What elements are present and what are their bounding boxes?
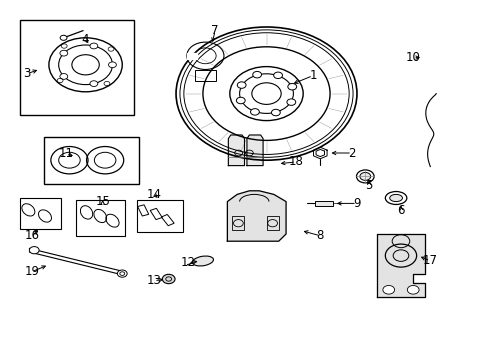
Bar bbox=[20, 20, 134, 115]
Circle shape bbox=[287, 84, 296, 90]
Circle shape bbox=[60, 50, 68, 56]
Text: 9: 9 bbox=[352, 197, 360, 210]
Text: 19: 19 bbox=[24, 265, 39, 278]
Bar bbox=[137, 200, 183, 232]
Text: 11: 11 bbox=[59, 147, 73, 160]
Bar bbox=[44, 137, 139, 184]
Circle shape bbox=[250, 109, 259, 115]
Text: 12: 12 bbox=[181, 256, 195, 269]
Text: 1: 1 bbox=[308, 69, 316, 82]
Bar bbox=[194, 70, 216, 81]
Circle shape bbox=[162, 274, 175, 284]
Bar bbox=[315, 201, 332, 206]
Text: 4: 4 bbox=[81, 33, 89, 46]
Bar bbox=[137, 205, 148, 216]
Circle shape bbox=[90, 43, 98, 49]
Text: 17: 17 bbox=[422, 255, 437, 267]
Circle shape bbox=[108, 62, 116, 68]
Text: 7: 7 bbox=[211, 24, 219, 37]
Circle shape bbox=[407, 285, 418, 294]
Polygon shape bbox=[376, 234, 425, 297]
Circle shape bbox=[60, 35, 67, 40]
Circle shape bbox=[359, 172, 370, 180]
Circle shape bbox=[236, 97, 244, 104]
Bar bbox=[232, 216, 244, 230]
Text: 5: 5 bbox=[365, 179, 372, 192]
Bar bbox=[266, 216, 278, 230]
Text: 14: 14 bbox=[146, 188, 161, 201]
Circle shape bbox=[117, 270, 127, 277]
Text: 3: 3 bbox=[23, 67, 31, 80]
Text: 15: 15 bbox=[95, 195, 110, 208]
Ellipse shape bbox=[389, 194, 402, 202]
Circle shape bbox=[252, 71, 261, 78]
Circle shape bbox=[382, 285, 394, 294]
Polygon shape bbox=[246, 135, 263, 166]
Circle shape bbox=[29, 247, 39, 254]
Text: 16: 16 bbox=[24, 229, 39, 242]
Bar bbox=[76, 200, 124, 236]
Bar bbox=[150, 208, 162, 220]
Circle shape bbox=[237, 82, 245, 88]
Circle shape bbox=[286, 99, 295, 105]
Text: 8: 8 bbox=[316, 229, 324, 242]
Polygon shape bbox=[186, 53, 196, 59]
Bar bbox=[20, 198, 61, 229]
Ellipse shape bbox=[192, 256, 213, 266]
Circle shape bbox=[271, 109, 280, 116]
Polygon shape bbox=[227, 191, 285, 241]
Text: 10: 10 bbox=[405, 51, 420, 64]
Text: 18: 18 bbox=[288, 156, 303, 168]
Bar bbox=[161, 215, 174, 226]
Circle shape bbox=[251, 83, 281, 104]
Circle shape bbox=[90, 81, 98, 86]
Text: 2: 2 bbox=[347, 147, 355, 159]
Text: 13: 13 bbox=[146, 274, 161, 287]
Text: 6: 6 bbox=[396, 204, 404, 217]
Circle shape bbox=[273, 72, 282, 78]
Polygon shape bbox=[228, 135, 244, 166]
Circle shape bbox=[60, 73, 68, 79]
